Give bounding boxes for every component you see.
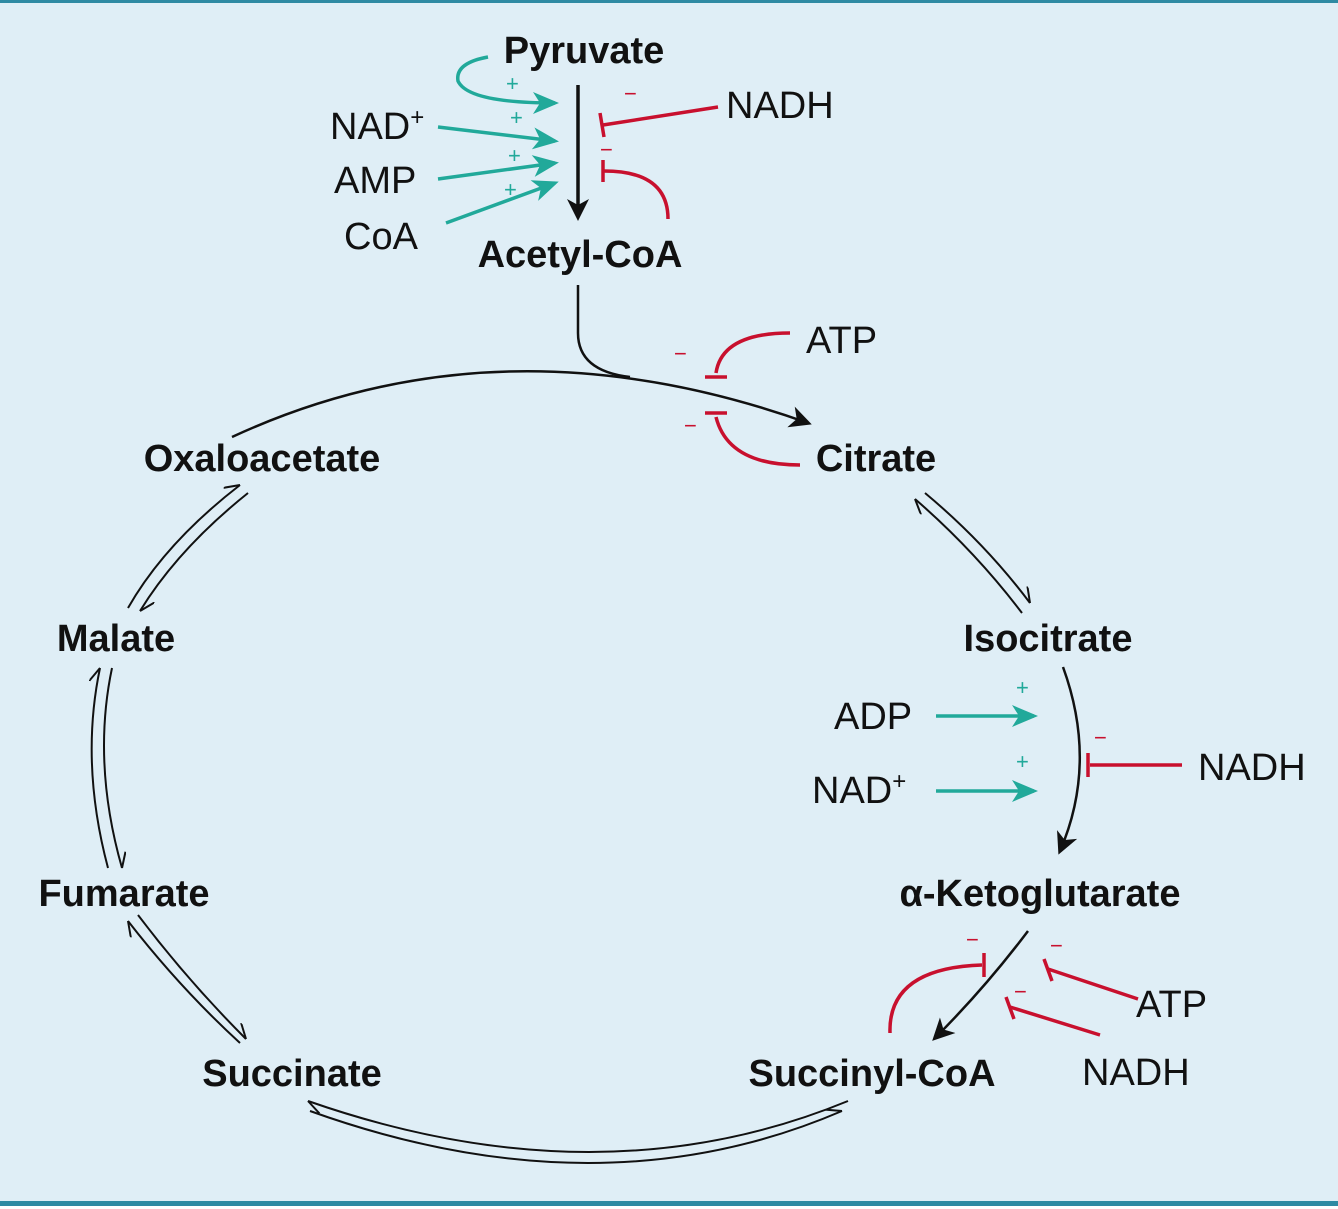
idh-nad-text: NAD bbox=[812, 770, 892, 812]
activator-arrows bbox=[437, 55, 1038, 802]
pyruvate-label: Pyruvate bbox=[504, 30, 665, 72]
mdh-reverse-arrow bbox=[139, 492, 249, 611]
minus-sign-pdh-acetyl-coa: − bbox=[600, 137, 613, 162]
acetyl-coa-label: Acetyl-CoA bbox=[478, 234, 683, 276]
minus-sign-cs-atp: − bbox=[674, 341, 687, 366]
idh-nadh-label: NADH bbox=[1198, 747, 1306, 789]
minus-sign-idh-nadh: − bbox=[1094, 725, 1107, 750]
idh-reaction-arrow bbox=[1057, 666, 1081, 855]
akgdh-atp-tbar bbox=[1042, 958, 1054, 982]
alpha-ketoglutarate-label: α-Ketoglutarate bbox=[900, 873, 1181, 915]
oxaloacetate-label: Oxaloacetate bbox=[144, 438, 381, 480]
cs-atp-inhibition bbox=[714, 331, 791, 374]
sdh-reverse-arrow bbox=[137, 914, 246, 1040]
pdh-nadh-inhibition bbox=[602, 105, 719, 127]
amp-activation-arrow bbox=[437, 155, 559, 181]
minus-sign-akgdh-nadh: − bbox=[1014, 979, 1027, 1004]
minus-sign-akgdh-succinyl-coa: − bbox=[966, 927, 979, 952]
malate-label: Malate bbox=[57, 618, 175, 660]
fumarase-reverse-arrow bbox=[103, 667, 122, 869]
plus-sign-amp: + bbox=[508, 143, 521, 168]
aconitase-forward-arrow bbox=[924, 492, 1030, 604]
plus-sign-coa: + bbox=[504, 177, 517, 202]
pdh-coa-label: CoA bbox=[344, 216, 419, 258]
minus-sign-pdh-nadh: − bbox=[624, 81, 637, 106]
plus-sign-adp: + bbox=[1016, 675, 1029, 700]
tca-regulation-diagram: + + + + − − − − + + − − − − Pyruvate Ace… bbox=[38, 30, 1306, 1164]
plus-sign-idh-nad: + bbox=[1016, 749, 1029, 774]
cs-atp-label: ATP bbox=[806, 320, 877, 362]
pdh-nad-charge: + bbox=[410, 104, 424, 131]
sdh-forward-arrow bbox=[128, 920, 241, 1044]
succinate-label: Succinate bbox=[202, 1053, 382, 1095]
isocitrate-label: Isocitrate bbox=[964, 618, 1133, 660]
citrate-synthase-arrow bbox=[231, 370, 812, 439]
akgdh-nadh-label: NADH bbox=[1082, 1052, 1190, 1094]
aconitase-reverse-arrow bbox=[915, 498, 1023, 614]
pdh-nadh-tbar bbox=[598, 112, 606, 138]
sign-labels: + + + + − − − − + + − − − − bbox=[504, 71, 1107, 1004]
succinyl-coa-synthetase-forward-arrow bbox=[308, 1100, 849, 1153]
minus-sign-cs-citrate: − bbox=[684, 413, 697, 438]
pdh-nadh-label: NADH bbox=[726, 85, 834, 127]
pdh-nad-text: NAD bbox=[330, 106, 410, 148]
idh-nad-charge: + bbox=[892, 768, 906, 795]
mdh-forward-arrow bbox=[127, 485, 241, 609]
inhibitor-lines bbox=[598, 105, 1182, 1037]
cs-citrate-inhibition bbox=[714, 416, 801, 467]
minus-sign-akgdh-atp: − bbox=[1050, 933, 1063, 958]
akgdh-nadh-tbar bbox=[1004, 996, 1016, 1020]
akgdh-reaction-arrow bbox=[932, 930, 1029, 1041]
akgdh-atp-label: ATP bbox=[1136, 984, 1207, 1026]
metabolite-labels: Pyruvate Acetyl-CoA Oxaloacetate Citrate… bbox=[38, 30, 1180, 1095]
akgdh-succinyl-coa-inhibition bbox=[888, 963, 983, 1034]
akgdh-atp-inhibition bbox=[1047, 967, 1139, 1001]
pdh-amp-label: AMP bbox=[334, 160, 416, 202]
succinyl-coa-label: Succinyl-CoA bbox=[748, 1053, 995, 1095]
coa-activation-arrow bbox=[445, 180, 559, 225]
pathway-arrows bbox=[92, 85, 1081, 1164]
plus-sign-nad: + bbox=[510, 105, 523, 130]
fumarase-forward-arrow bbox=[92, 668, 109, 869]
akgdh-nadh-inhibition bbox=[1009, 1005, 1101, 1037]
idh-adp-label: ADP bbox=[834, 696, 912, 738]
nad-activation-arrow bbox=[437, 125, 559, 150]
pdh-nad-label: NAD+ bbox=[330, 104, 424, 148]
succinyl-coa-synthetase-reverse-arrow bbox=[309, 1111, 843, 1164]
idh-nad-label: NAD+ bbox=[812, 768, 906, 812]
acetyl-coa-entry-line bbox=[576, 285, 631, 379]
pdh-acetyl-coa-inhibition bbox=[603, 169, 670, 220]
effector-labels: NAD+ AMP CoA NADH ATP ADP NAD+ NADH ATP … bbox=[330, 85, 1306, 1094]
citrate-label: Citrate bbox=[816, 438, 936, 480]
plus-sign-pyruvate: + bbox=[506, 71, 519, 96]
fumarate-label: Fumarate bbox=[38, 873, 209, 915]
pyruvate-feedforward-arrow bbox=[456, 55, 559, 114]
